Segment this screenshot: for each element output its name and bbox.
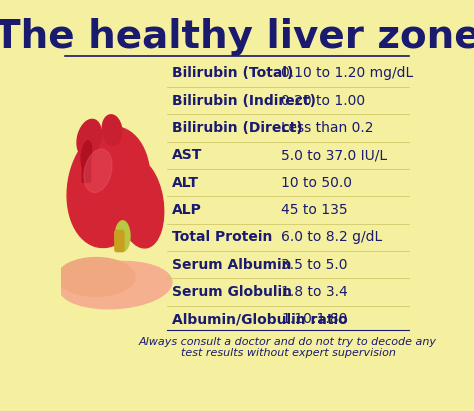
Ellipse shape — [129, 281, 148, 298]
Ellipse shape — [77, 119, 101, 157]
Text: 5.0 to 37.0 IU/L: 5.0 to 37.0 IU/L — [281, 148, 387, 162]
Text: Bilirubin (Direct): Bilirubin (Direct) — [172, 121, 302, 135]
Text: Serum Albumin: Serum Albumin — [172, 258, 292, 272]
FancyBboxPatch shape — [82, 157, 91, 182]
Text: Bilirubin (Total): Bilirubin (Total) — [172, 66, 293, 80]
Text: 45 to 135: 45 to 135 — [281, 203, 347, 217]
Text: 0.10 to 1.20 mg/dL: 0.10 to 1.20 mg/dL — [281, 66, 413, 80]
Text: Always consult a doctor and do not try to decode any
test results without expert: Always consult a doctor and do not try t… — [139, 337, 437, 358]
Text: Serum Globulin: Serum Globulin — [172, 285, 292, 299]
Ellipse shape — [115, 221, 130, 252]
Text: ALP: ALP — [172, 203, 202, 217]
Text: 0.20 to 1.00: 0.20 to 1.00 — [281, 94, 365, 108]
Text: 3.5 to 5.0: 3.5 to 5.0 — [281, 258, 347, 272]
Ellipse shape — [117, 159, 164, 248]
Text: Less than 0.2: Less than 0.2 — [281, 121, 374, 135]
Ellipse shape — [84, 149, 112, 192]
Ellipse shape — [102, 115, 122, 145]
Text: 1.10:1.80: 1.10:1.80 — [281, 312, 347, 326]
Text: The healthy liver zone: The healthy liver zone — [0, 18, 474, 56]
Text: 6.0 to 8.2 g/dL: 6.0 to 8.2 g/dL — [281, 231, 382, 245]
Text: Bilirubin (Indirect): Bilirubin (Indirect) — [172, 94, 316, 108]
Ellipse shape — [67, 127, 150, 247]
Text: 10 to 50.0: 10 to 50.0 — [281, 175, 352, 190]
Text: 1.8 to 3.4: 1.8 to 3.4 — [281, 285, 348, 299]
Text: Total Protein: Total Protein — [172, 231, 272, 245]
Ellipse shape — [81, 141, 91, 168]
Text: AST: AST — [172, 148, 202, 162]
Ellipse shape — [57, 258, 135, 296]
Ellipse shape — [59, 261, 172, 309]
Text: Albumin/Globulin ratio: Albumin/Globulin ratio — [172, 312, 347, 326]
FancyBboxPatch shape — [115, 231, 124, 252]
Text: ALT: ALT — [172, 175, 199, 190]
